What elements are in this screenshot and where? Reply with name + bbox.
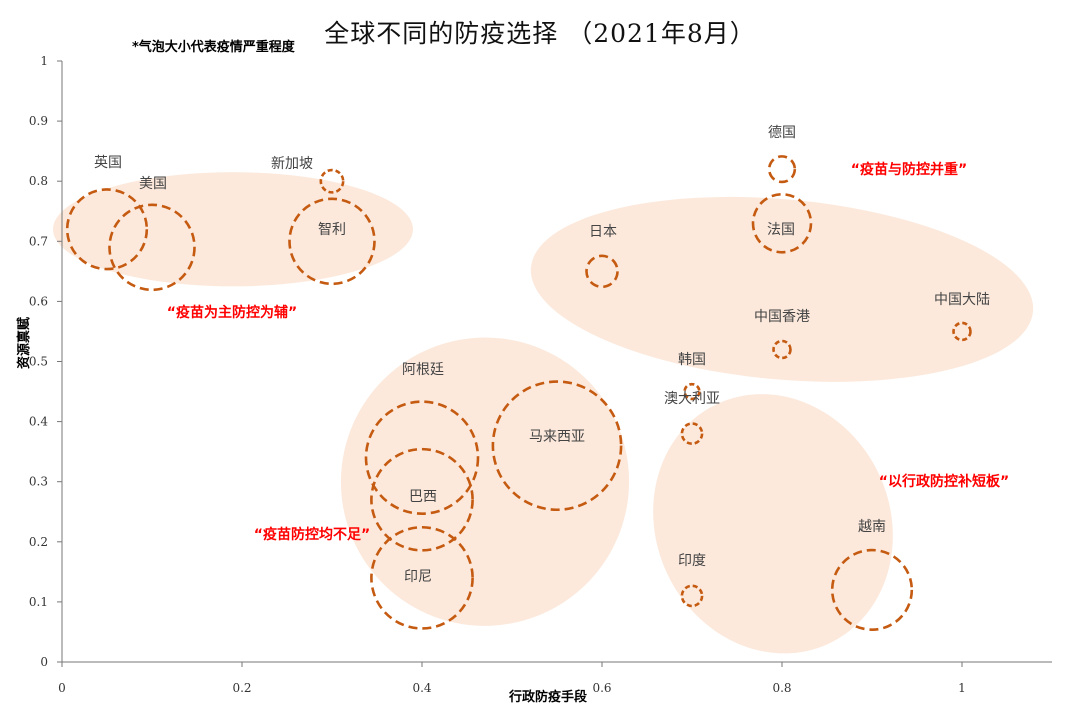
bubble-label: 巴西 [409, 489, 437, 505]
bubble-label: 阿根廷 [402, 362, 444, 378]
x-tick-label: 0 [58, 681, 66, 695]
bubble [680, 422, 704, 446]
bubble-size-note: *气泡大小代表疫情严重程度 [132, 40, 295, 55]
bubble-label: 中国香港 [754, 309, 810, 325]
group-ellipse [340, 337, 630, 626]
bubble-label: 英国 [94, 154, 122, 171]
bubble-label: 德国 [768, 125, 796, 141]
bubble-label: 印尼 [404, 569, 432, 585]
bubble [319, 168, 345, 194]
group-ellipse [530, 196, 1034, 382]
x-tick-label: 0.4 [412, 681, 431, 695]
bubble [65, 188, 149, 271]
group-label: “疫苗为主防控为辅” [167, 304, 297, 321]
group-label-layer: “疫苗为主防控为辅” “疫苗与防控并重” “疫苗防控均不足” “以行政防控补短板” [167, 161, 1009, 543]
y-tick-label: 0.8 [29, 174, 48, 188]
bubble [683, 382, 701, 401]
x-axis-title: 行政防疫手段 [508, 689, 587, 705]
bubble [952, 321, 972, 342]
bubble [772, 339, 792, 360]
bubble [585, 254, 619, 289]
bubble-label: 法国 [767, 222, 795, 238]
bubble [370, 525, 474, 630]
y-tick-label: 0.6 [29, 294, 48, 308]
group-ellipse [653, 394, 893, 654]
bubble-label: 印度 [678, 553, 706, 569]
bubble [364, 400, 480, 515]
group-label: “以行政防控补短板” [879, 473, 1009, 490]
bubble [288, 197, 376, 286]
bubble [830, 548, 914, 631]
bubble-layer [65, 155, 972, 631]
y-tick-label: 0.1 [29, 595, 48, 609]
axes: 0 0.1 0.2 0.3 0.4 0.5 0.6 0.7 0.8 0.9 1 0 0.2 0.4 0.6 0… [16, 54, 1052, 705]
x-tick-label: 1 [958, 681, 966, 695]
bubble-label: 日本 [589, 224, 617, 240]
bubble-label: 新加坡 [271, 156, 313, 172]
x-tick-label: 0.8 [772, 681, 791, 695]
y-tick-label: 0.2 [29, 535, 48, 549]
x-tick-label: 0.6 [592, 681, 611, 695]
y-tick-label: 0.3 [29, 475, 48, 489]
bubble-label: 智利 [318, 222, 346, 238]
y-tick-label: 0.9 [29, 114, 48, 128]
bubble [767, 155, 797, 184]
group-label: “疫苗与防控并重” [851, 161, 967, 178]
y-tick-label: 0.4 [29, 415, 48, 429]
y-tick-label: 0.7 [29, 234, 48, 248]
bubble [108, 203, 196, 292]
y-tick-label: 0 [40, 655, 48, 669]
bubble [751, 192, 813, 254]
bubble-label: 马来西亚 [529, 429, 585, 445]
bubble-label: 美国 [139, 176, 167, 192]
bubble [680, 584, 704, 608]
bubble-label: 澳大利亚 [664, 391, 720, 407]
bubble-label: 中国大陆 [934, 292, 990, 308]
chart-title: 全球不同的防疫选择 （2021年8月） [324, 19, 756, 48]
y-axis-title: 资源禀赋 [16, 317, 32, 369]
bubble-label: 韩国 [678, 352, 706, 368]
y-tick-label: 1 [40, 54, 48, 68]
y-tick-label: 0.5 [29, 355, 48, 369]
x-tick-label: 0.2 [232, 681, 251, 695]
bubble-label: 越南 [858, 519, 886, 535]
group-label: “疫苗防控均不足” [254, 526, 370, 543]
bubble [370, 447, 474, 552]
bubble [491, 380, 623, 512]
